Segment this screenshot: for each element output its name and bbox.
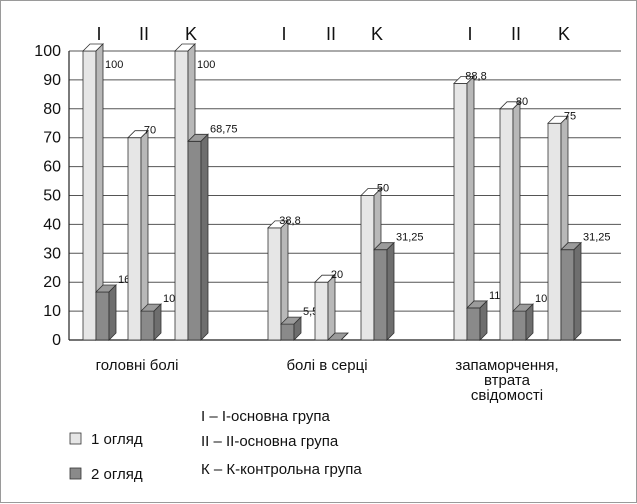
bar-1-ogliad-front: [267, 227, 282, 341]
bar-2-ogliad-front: [466, 307, 481, 341]
y-tick-label: 100: [34, 43, 61, 60]
bar-2-ogliad-front: [95, 291, 110, 341]
bar-1-ogliad: [127, 129, 149, 341]
category-label: головні болі: [96, 357, 179, 374]
bar-1-ogliad-front: [360, 195, 375, 341]
bar-2-ogliad: [140, 303, 162, 341]
bar-2-ogliad-front: [140, 310, 155, 341]
group-label: I: [96, 24, 101, 44]
data-label: 88,8: [465, 70, 486, 82]
bar-2-ogliad-side: [293, 316, 302, 341]
bar-1-ogliad-side: [466, 75, 475, 341]
group-label: II: [511, 24, 521, 44]
category-label-line: втрата: [484, 372, 531, 389]
bar-1-ogliad-front: [547, 122, 562, 341]
data-label: 10: [535, 293, 547, 305]
group-label: K: [185, 24, 197, 44]
y-tick-label: 70: [43, 130, 61, 147]
group-label: II: [139, 24, 149, 44]
bar-1-ogliad-front: [314, 281, 329, 341]
data-label: 5,5: [303, 306, 318, 318]
bar-1-ogliad-front: [82, 50, 97, 341]
group-label: I: [281, 24, 286, 44]
bar-2-ogliad: [95, 284, 117, 341]
legend-label: 2 огляд: [91, 466, 143, 483]
bar-1-ogliad: [499, 100, 521, 341]
data-label: 20: [331, 269, 343, 281]
bar-1-ogliad-front: [174, 50, 189, 341]
bar-2-ogliad-side: [479, 299, 488, 341]
y-tick-label: 40: [43, 216, 61, 233]
data-label: 100: [105, 59, 123, 71]
data-label: 75: [564, 110, 576, 122]
bar-1-ogliad-front: [127, 137, 142, 341]
y-tick-label: 50: [43, 188, 61, 205]
bar-2-ogliad-front: [280, 323, 295, 341]
bar-2-ogliad: [373, 241, 395, 341]
data-label: 38,8: [279, 215, 300, 227]
bar-1-ogliad: [314, 274, 336, 341]
category-label-line: свідомості: [471, 387, 543, 404]
bar-2-ogliad-side: [153, 303, 162, 341]
bar-2-ogliad-side: [386, 241, 395, 341]
bar-2-ogliad-front: [512, 310, 527, 341]
bar-2-ogliad-side: [108, 284, 117, 341]
bar-1-ogliad: [547, 115, 569, 341]
bar-1-ogliad: [453, 75, 475, 341]
group-note: К – К-контрольна група: [201, 461, 362, 478]
data-label: 68,75: [210, 123, 238, 135]
y-tick-label: 60: [43, 159, 61, 176]
data-label: 31,25: [396, 232, 424, 244]
bar-2-ogliad-front: [560, 249, 575, 341]
bar-1-ogliad-front: [499, 108, 514, 341]
group-label: K: [558, 24, 570, 44]
bar-2-ogliad-front: [373, 249, 388, 341]
group-label: K: [371, 24, 383, 44]
data-label: 31,25: [583, 232, 611, 244]
y-tick-label: 90: [43, 72, 61, 89]
group-label: I: [467, 24, 472, 44]
bar-2-ogliad-side: [340, 332, 349, 341]
legend-swatch-2-ogliad: [69, 467, 82, 480]
bar-2-ogliad: [466, 299, 488, 341]
category-label: болі в серці: [286, 357, 367, 374]
y-tick-label: 20: [43, 274, 61, 291]
legend-swatch-1-ogliad: [69, 432, 82, 445]
bar-1-ogliad-side: [512, 100, 521, 341]
bar-2-ogliad: [280, 316, 302, 341]
group-note: I – I-основна група: [201, 408, 331, 425]
data-label: 80: [516, 96, 528, 108]
legend-label: 1 огляд: [91, 431, 143, 448]
bar-2-ogliad-side: [573, 241, 582, 341]
y-tick-label: 10: [43, 303, 61, 320]
bar-2-ogliad-side: [200, 133, 209, 341]
data-label: 100: [197, 59, 215, 71]
bar-2-ogliad-side: [525, 303, 534, 341]
category-label-line: запаморчення,: [455, 357, 558, 374]
bar-2-ogliad-front: [187, 140, 202, 341]
bar-1-ogliad-front: [453, 82, 468, 341]
bar-2-ogliad: [512, 303, 534, 341]
bar-1-ogliad-side: [327, 274, 336, 341]
data-label: 50: [377, 183, 389, 195]
bar-2-ogliad: [560, 241, 582, 341]
bar-2-ogliad: [187, 133, 209, 341]
y-tick-label: 0: [52, 332, 61, 349]
y-tick-label: 80: [43, 101, 61, 118]
group-note: II – II-основна група: [201, 433, 339, 450]
y-tick-label: 30: [43, 245, 61, 262]
data-label: 10: [163, 293, 175, 305]
bar-2-ogliad: [327, 332, 349, 341]
group-label: II: [326, 24, 336, 44]
bar-1-ogliad: [267, 219, 289, 341]
data-label: 70: [144, 125, 156, 137]
